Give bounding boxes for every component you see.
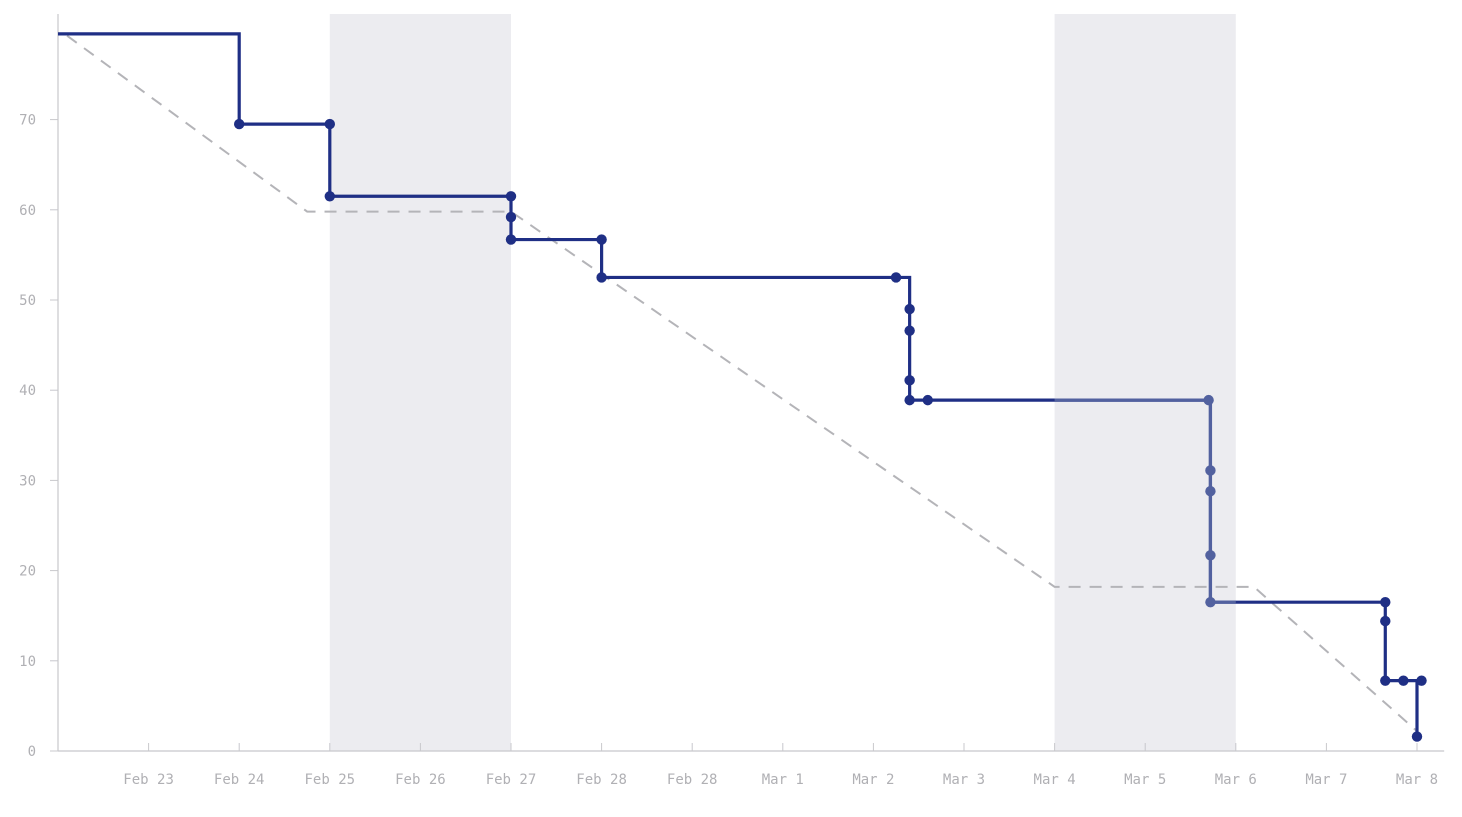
ideal-line-layer bbox=[66, 34, 1418, 732]
data-point-14 bbox=[1203, 394, 1214, 406]
x-tick-label-14: Mar 8 bbox=[1396, 772, 1438, 788]
data-point-21 bbox=[1380, 675, 1391, 686]
weekend-shading-layer bbox=[329, 14, 1236, 751]
x-tick-label-0: Feb 23 bbox=[123, 772, 174, 788]
data-point-12 bbox=[904, 394, 915, 406]
x-tick-label-11: Mar 5 bbox=[1124, 772, 1166, 788]
x-tick-label-5: Feb 28 bbox=[576, 772, 627, 788]
x-tick-label-6: Feb 28 bbox=[667, 772, 718, 788]
x-tick-label-9: Mar 3 bbox=[943, 772, 985, 788]
data-point-22 bbox=[1398, 675, 1409, 686]
data-point-1 bbox=[324, 118, 335, 130]
data-point-2 bbox=[324, 191, 335, 202]
data-point-18 bbox=[1205, 596, 1216, 608]
data-point-7 bbox=[596, 272, 607, 283]
y-tick-label-70: 70 bbox=[19, 113, 36, 129]
y-tick-label-10: 10 bbox=[19, 654, 36, 670]
data-point-24 bbox=[1411, 731, 1423, 742]
x-tick-label-13: Mar 7 bbox=[1305, 772, 1347, 788]
data-point-5 bbox=[505, 234, 517, 245]
data-point-20 bbox=[1380, 615, 1391, 627]
y-tick-label-40: 40 bbox=[19, 383, 36, 399]
data-point-0 bbox=[234, 118, 245, 130]
x-tick-label-10: Mar 4 bbox=[1034, 772, 1076, 788]
ideal-burndown-line bbox=[66, 34, 1418, 732]
data-point-3 bbox=[505, 191, 517, 202]
data-point-9 bbox=[904, 303, 915, 315]
x-tick-label-1: Feb 24 bbox=[214, 772, 265, 788]
y-tick-label-0: 0 bbox=[28, 744, 36, 760]
data-point-15 bbox=[1205, 465, 1216, 476]
data-point-4 bbox=[505, 211, 517, 223]
data-point-17 bbox=[1205, 550, 1216, 561]
x-tick-label-3: Feb 26 bbox=[395, 772, 446, 788]
actual-line-layer bbox=[58, 32, 1422, 737]
y-tick-label-50: 50 bbox=[19, 293, 36, 309]
weekend-band-0 bbox=[329, 14, 511, 751]
x-tick-label-2: Feb 25 bbox=[305, 772, 356, 788]
data-point-10 bbox=[904, 325, 915, 336]
data-point-16 bbox=[1205, 486, 1216, 497]
x-tick-label-4: Feb 27 bbox=[486, 772, 537, 788]
data-point-19 bbox=[1380, 596, 1391, 608]
y-tick-label-60: 60 bbox=[19, 203, 36, 219]
data-point-11 bbox=[904, 375, 915, 386]
actual-burndown-line bbox=[58, 32, 1422, 737]
y-tick-label-30: 30 bbox=[19, 473, 36, 489]
data-point-8 bbox=[890, 272, 902, 283]
data-point-6 bbox=[596, 234, 607, 245]
x-tick-label-12: Mar 6 bbox=[1215, 772, 1257, 788]
x-tick-label-7: Mar 1 bbox=[762, 772, 804, 788]
data-point-23 bbox=[1416, 675, 1427, 686]
weekend-band-1 bbox=[1054, 14, 1236, 751]
data-points-layer bbox=[234, 118, 1427, 742]
data-point-13 bbox=[922, 394, 933, 406]
x-tick-label-8: Mar 2 bbox=[852, 772, 894, 788]
axes-layer: 0 10 20 30 40 50 60 70 Feb 23 Feb 24 Feb 25 Feb 26 F… bbox=[19, 14, 1445, 788]
y-tick-label-20: 20 bbox=[19, 564, 36, 580]
